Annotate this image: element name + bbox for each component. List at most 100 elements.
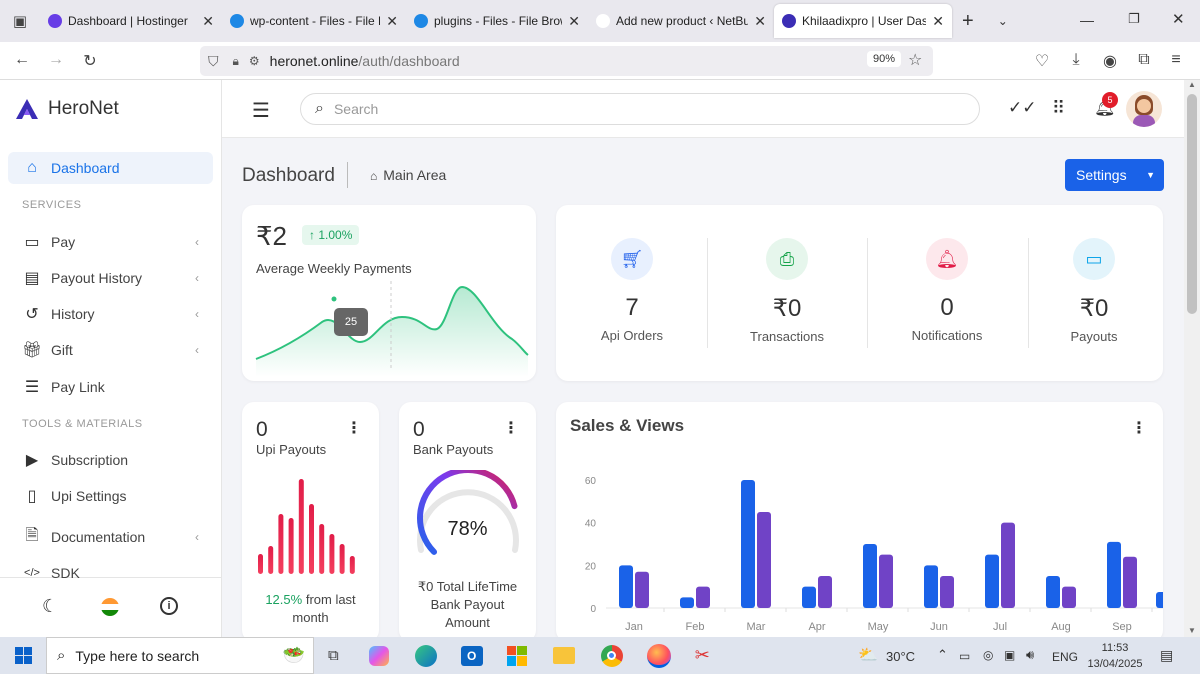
scroll-down-arrow[interactable]: ▼ — [1188, 626, 1196, 635]
file-explorer-icon[interactable] — [552, 647, 575, 664]
kebab-menu-icon[interactable]: ⋮ — [503, 420, 519, 437]
shield-icon[interactable]: ⛉ — [208, 52, 219, 69]
kebab-menu-icon[interactable]: ⋮ — [1131, 420, 1147, 437]
language-indicator[interactable]: ENG — [1052, 650, 1079, 664]
task-view-icon[interactable]: ⧉ — [328, 647, 339, 664]
copilot-icon[interactable] — [368, 645, 389, 666]
kebab-menu-icon[interactable]: ⋮ — [346, 420, 362, 437]
arrow-up-icon: ↑ — [309, 228, 315, 242]
forward-icon[interactable]: → — [48, 51, 64, 68]
lock-icon[interactable]: 🔒︎ — [232, 53, 239, 68]
extensions-icon[interactable]: ⧉ — [1138, 51, 1150, 68]
browser-tab[interactable]: wp-content - Files - File Bro ✕ — [222, 4, 406, 38]
sidebar-item-sdk[interactable]: </> SDK — [8, 557, 213, 589]
bookmark-star-icon[interactable]: ☆ — [908, 52, 923, 69]
bar-feb-series-1[interactable] — [680, 597, 694, 608]
sidebar-item-pay[interactable]: ▭ Pay ‹ — [8, 226, 213, 258]
browser-tab[interactable]: Dashboard | Hostinger ✕ — [40, 4, 222, 38]
bar-jan-series-2[interactable] — [635, 571, 649, 608]
info-icon[interactable]: i — [160, 597, 178, 615]
sidebar-item-dashboard[interactable]: ⌂ Dashboard — [8, 152, 213, 184]
bar-jan-series-1[interactable] — [619, 565, 633, 608]
breadcrumb-label[interactable]: Main Area — [383, 167, 447, 183]
bar-may-series-2[interactable] — [879, 554, 893, 608]
reload-icon[interactable]: ↻ — [83, 53, 97, 70]
back-icon[interactable]: ← — [14, 51, 30, 68]
bar-partial[interactable] — [1156, 592, 1163, 608]
bar-apr-series-1[interactable] — [802, 586, 816, 608]
taskbar-search-input[interactable]: ⌕ Type here to search 🥗 — [46, 637, 314, 674]
page-scrollbar[interactable]: ▲ ▼ — [1184, 80, 1200, 637]
windows-start-icon[interactable] — [0, 647, 46, 664]
store-icon[interactable] — [506, 645, 527, 666]
bar-jul-series-2[interactable] — [1001, 522, 1015, 608]
bar-aug-series-2[interactable] — [1062, 586, 1076, 608]
sidebar-item-upi-settings[interactable]: ▯ Upi Settings — [8, 480, 213, 512]
tab-close-icon[interactable]: ✕ — [568, 12, 580, 29]
permissions-icon[interactable]: ⚙ — [248, 54, 260, 68]
snipping-tool-icon[interactable]: ✂ — [694, 645, 710, 665]
bar-jun-series-2[interactable] — [940, 576, 954, 608]
restore-button[interactable]: ❐ — [1128, 11, 1140, 26]
close-window-button[interactable]: ✕ — [1172, 11, 1185, 28]
bar-jun-series-1[interactable] — [924, 565, 938, 608]
sidebar-item-documentation[interactable]: 🗎 Documentation ‹ — [8, 521, 213, 553]
weather-icon[interactable]: ⛅ — [858, 647, 878, 664]
sidebar-item-pay-link[interactable]: ☰ Pay Link — [8, 371, 213, 403]
tab-close-icon[interactable]: ✕ — [386, 12, 398, 29]
edge-icon[interactable] — [414, 644, 437, 667]
scroll-thumb[interactable] — [1187, 94, 1197, 314]
tab-close-icon[interactable]: ✕ — [754, 12, 766, 29]
sidebar-item-gift[interactable]: 🎁︎ Gift ‹ — [8, 334, 213, 366]
sidebar-item-history[interactable]: ↺ History ‹ — [8, 298, 213, 330]
scroll-up-arrow[interactable]: ▲ — [1188, 80, 1196, 89]
downloads-icon[interactable]: ⤓ — [1072, 51, 1080, 68]
url-bar[interactable]: ⛉ 🔒︎ ⚙ heronet.online/auth/dashboard 90%… — [200, 46, 933, 76]
bar-may-series-1[interactable] — [863, 544, 877, 608]
bar-aug-series-1[interactable] — [1046, 576, 1060, 608]
bar-feb-series-2[interactable] — [696, 586, 710, 608]
weather-temp[interactable]: 30°C — [886, 649, 916, 664]
tab-close-icon[interactable]: ✕ — [202, 12, 214, 29]
tray-chevron-icon[interactable]: ⌃ — [937, 647, 948, 662]
double-check-icon[interactable]: ✓✓ — [1008, 98, 1037, 117]
bar-mar-series-1[interactable] — [741, 480, 755, 608]
pocket-icon[interactable]: ♡ — [1034, 53, 1050, 70]
weekly-change-badge: ↑ 1.00% — [302, 225, 360, 245]
menu-icon[interactable]: ≡ — [1171, 51, 1181, 68]
hamburger-icon[interactable]: ☰ — [252, 100, 270, 122]
chrome-icon[interactable] — [600, 644, 623, 667]
tab-overview-icon[interactable]: ▣ — [12, 13, 28, 30]
list-tabs-button[interactable]: ⌄ — [997, 14, 1008, 28]
notification-center-icon[interactable]: ▤ — [1160, 647, 1174, 663]
browser-tab[interactable]: Add new product ‹ NetBuzz — ✕ — [588, 4, 774, 38]
new-tab-button[interactable]: + — [962, 9, 974, 32]
minimize-button[interactable]: — — [1080, 12, 1094, 28]
bar-jul-series-1[interactable] — [985, 554, 999, 608]
tab-close-icon[interactable]: ✕ — [932, 12, 944, 29]
apps-grid-icon[interactable]: ⠿ — [1052, 98, 1066, 118]
account-icon[interactable]: ◉ — [1103, 53, 1117, 70]
battery-icon[interactable]: ▭ — [959, 649, 971, 663]
search-input[interactable]: ⌕ Search — [300, 93, 980, 125]
bar-sep-series-1[interactable] — [1107, 541, 1121, 608]
settings-button[interactable]: Settings ▼ — [1065, 159, 1164, 191]
brand-logo[interactable]: HeroNet — [14, 97, 119, 121]
browser-tab[interactable]: plugins - Files - File Browse ✕ — [406, 4, 588, 38]
outlook-icon[interactable]: O — [460, 645, 483, 666]
dark-mode-icon[interactable]: ☾ — [42, 596, 59, 616]
avatar[interactable] — [1126, 91, 1162, 127]
firefox-icon[interactable] — [646, 643, 671, 668]
bar-apr-series-2[interactable] — [818, 576, 832, 608]
bar-mar-series-2[interactable] — [757, 512, 771, 608]
volume-icon[interactable]: 🔊︎ — [1026, 647, 1035, 662]
sidebar-item-subscription[interactable]: ▶ Subscription — [8, 444, 213, 476]
sidebar-item-payout-history[interactable]: ▤ Payout History ‹ — [8, 262, 213, 294]
browser-tab[interactable]: Khilaadixpro | User Dashbo ✕ — [774, 4, 952, 38]
clock[interactable]: 11:53 13/04/2025 — [1085, 640, 1145, 672]
zoom-badge[interactable]: 90% — [867, 51, 902, 67]
meet-icon[interactable]: ◎ — [983, 648, 994, 662]
india-flag-icon[interactable] — [101, 598, 119, 616]
network-icon[interactable]: ▣ — [1004, 648, 1016, 662]
bar-sep-series-2[interactable] — [1123, 556, 1137, 608]
